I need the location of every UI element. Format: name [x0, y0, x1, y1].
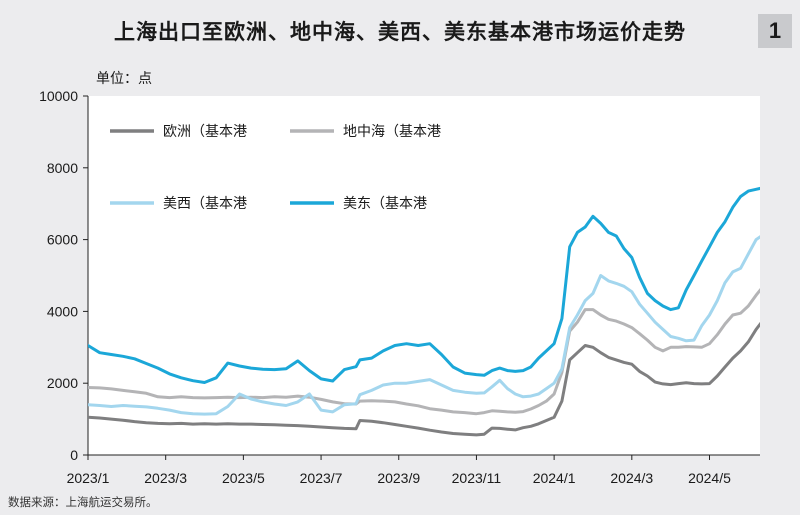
x-tick-label: 2023/9: [377, 470, 420, 486]
plot-area: [88, 96, 760, 455]
figure-number-badge: 1: [758, 14, 792, 48]
y-tick-label: 8000: [47, 160, 78, 176]
x-axis-ticks: 2023/1 2023/3 2023/5 2023/7 2023/9 2023/11 202…: [67, 455, 731, 486]
y-axis-ticks: 0 2000 4000 6000 8000 10000: [39, 88, 88, 463]
y-axis-unit-label: 单位：点: [96, 71, 152, 87]
legend-label-4: 美东（基本港: [343, 195, 427, 212]
axis-lines: [87, 96, 760, 456]
chart-title: 上海出口至欧洲、地中海、美西、美东基本港市场运价走势: [114, 20, 686, 44]
y-tick-label: 6000: [47, 232, 78, 248]
series-line-2: [88, 288, 760, 416]
y-tick-label: 0: [70, 447, 78, 463]
plot-background: [88, 96, 760, 455]
series-lines: [88, 186, 760, 437]
y-tick-label: 4000: [47, 303, 78, 319]
series-line-3: [88, 235, 760, 416]
x-tick-label: 2024/5: [688, 470, 731, 486]
x-tick-label: 2023/3: [144, 470, 187, 486]
y-tick-label: 2000: [47, 375, 78, 391]
legend-label-2: 地中海（基本港: [343, 123, 441, 140]
legend-label-1: 欧洲（基本港: [163, 123, 247, 140]
legend-label-3: 美西（基本港: [163, 195, 247, 212]
y-tick-label: 10000: [39, 88, 78, 104]
series-line-1: [88, 321, 760, 437]
x-tick-label: 2023/5: [222, 470, 265, 486]
series-line-4: [88, 186, 760, 384]
x-tick-label: 2024/1: [533, 470, 576, 486]
x-tick-label: 2023/7: [300, 470, 343, 486]
x-tick-label: 2024/3: [610, 470, 653, 486]
data-source-note: 数据来源：上海航运交易所。: [8, 495, 158, 509]
x-tick-label: 2023/11: [452, 470, 502, 486]
x-tick-label: 2023/1: [67, 470, 110, 486]
